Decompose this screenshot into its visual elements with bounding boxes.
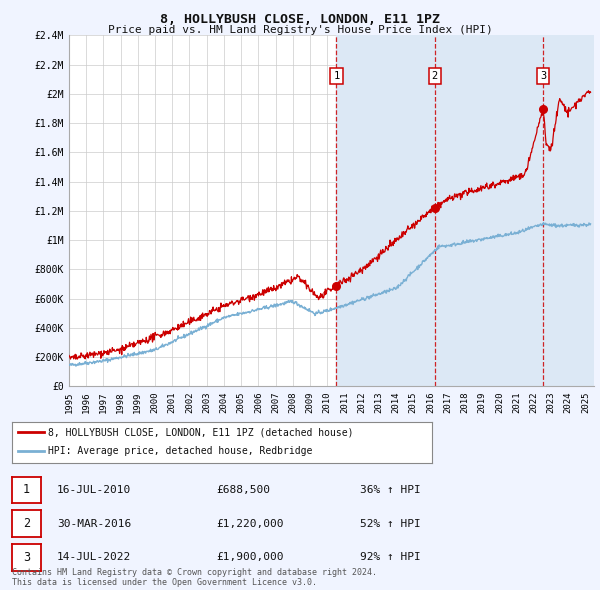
Text: 2: 2	[23, 517, 30, 530]
Text: £1,900,000: £1,900,000	[216, 552, 284, 562]
Text: 14-JUL-2022: 14-JUL-2022	[57, 552, 131, 562]
Text: Contains HM Land Registry data © Crown copyright and database right 2024.
This d: Contains HM Land Registry data © Crown c…	[12, 568, 377, 587]
Text: 52% ↑ HPI: 52% ↑ HPI	[360, 519, 421, 529]
Text: 8, HOLLYBUSH CLOSE, LONDON, E11 1PZ: 8, HOLLYBUSH CLOSE, LONDON, E11 1PZ	[160, 13, 440, 26]
Text: 3: 3	[540, 71, 546, 81]
Text: Price paid vs. HM Land Registry's House Price Index (HPI): Price paid vs. HM Land Registry's House …	[107, 25, 493, 35]
Bar	[337, 35, 594, 386]
Text: £688,500: £688,500	[216, 485, 270, 495]
Text: 8, HOLLYBUSH CLOSE, LONDON, E11 1PZ (detached house): 8, HOLLYBUSH CLOSE, LONDON, E11 1PZ (det…	[48, 427, 353, 437]
Text: HPI: Average price, detached house, Redbridge: HPI: Average price, detached house, Redb…	[48, 446, 312, 456]
Text: 1: 1	[334, 71, 340, 81]
Text: 92% ↑ HPI: 92% ↑ HPI	[360, 552, 421, 562]
Text: 30-MAR-2016: 30-MAR-2016	[57, 519, 131, 529]
Text: £1,220,000: £1,220,000	[216, 519, 284, 529]
Text: 16-JUL-2010: 16-JUL-2010	[57, 485, 131, 495]
Text: 3: 3	[23, 550, 30, 564]
Text: 1: 1	[23, 483, 30, 497]
Text: 36% ↑ HPI: 36% ↑ HPI	[360, 485, 421, 495]
Text: 2: 2	[431, 71, 438, 81]
